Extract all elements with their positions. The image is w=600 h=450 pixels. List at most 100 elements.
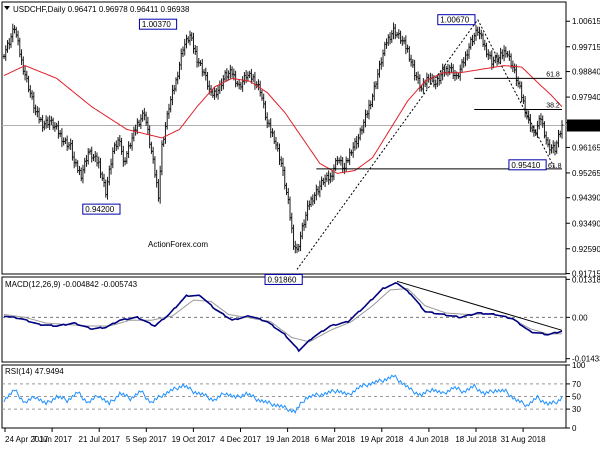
low-0-91860-label-box — [264, 273, 303, 285]
price-bar — [467, 43, 471, 60]
price-bar — [83, 157, 86, 174]
high-1-00370-label: 1.00370 — [142, 20, 171, 29]
rsi-y-tick-label: 100 — [572, 361, 586, 370]
price-bar — [320, 176, 323, 191]
price-bar — [216, 85, 220, 100]
price-bar — [225, 68, 229, 82]
price-bar — [192, 32, 195, 54]
price-bar — [545, 131, 548, 145]
macd-title: MACD(12,26,9) -0.004842 -0.005743 — [5, 280, 138, 289]
price-y-tick-label: 0.96165 — [572, 143, 600, 152]
price-bar — [415, 71, 418, 81]
high-1-00670-label: 1.00670 — [440, 16, 469, 25]
fib-618-upper-label: 61.8 — [546, 71, 560, 78]
price-bar — [80, 167, 83, 182]
price-bar — [132, 126, 136, 142]
price-bar — [485, 42, 488, 58]
price-bar — [418, 74, 422, 92]
price-bar — [30, 90, 34, 100]
price-bar — [195, 45, 199, 68]
price-bar — [502, 45, 506, 62]
price-bar — [8, 38, 11, 50]
price-y-tick-label: 0.95265 — [572, 169, 600, 178]
price-bar — [187, 36, 190, 44]
price-bar — [422, 78, 425, 94]
price-bar — [99, 157, 102, 179]
price-bar — [508, 50, 511, 61]
price-bar — [341, 157, 344, 172]
price-bar — [394, 24, 397, 40]
price-bar — [388, 32, 392, 45]
price-bar — [115, 140, 118, 151]
price-bar — [506, 51, 509, 58]
price-bar — [390, 30, 393, 43]
price-bars — [2, 22, 564, 254]
price-bar — [299, 231, 302, 252]
price-bar — [9, 33, 13, 48]
price-bar — [150, 141, 153, 154]
price-bar — [474, 25, 478, 41]
price-y-tick-label: 0.98840 — [572, 68, 600, 77]
price-bar — [162, 136, 165, 147]
price-bar — [501, 49, 504, 60]
price-bar — [392, 22, 395, 40]
price-bar — [515, 64, 518, 87]
price-bar — [108, 165, 111, 186]
price-panel-frame — [1, 1, 567, 275]
price-bar — [204, 67, 207, 81]
price-bar — [101, 171, 104, 181]
price-bar — [111, 147, 114, 169]
price-bar — [48, 115, 51, 130]
price-bar — [102, 173, 106, 188]
price-bar — [329, 172, 332, 184]
price-bar — [44, 115, 48, 129]
price-bar — [218, 80, 222, 94]
price-bar — [41, 114, 44, 132]
low-0-94200-label-box — [82, 203, 121, 215]
price-bar — [290, 212, 293, 234]
price-bar — [148, 125, 151, 149]
price-bar — [180, 48, 183, 70]
price-bar — [116, 136, 120, 150]
x-axis-tick-label: 21 Jul 2017 — [79, 435, 121, 444]
price-bar — [194, 45, 197, 55]
price-bar — [29, 85, 32, 98]
rsi-y-tick-label: 70 — [572, 380, 581, 389]
price-bar — [378, 60, 381, 78]
price-bar — [229, 64, 232, 79]
price-bar — [552, 140, 555, 154]
price-bar — [248, 70, 251, 79]
x-axis-tick-label: 4 Jun 2018 — [409, 435, 449, 444]
price-bar — [557, 129, 560, 148]
price-bar — [480, 29, 483, 40]
price-bar — [243, 71, 246, 85]
price-bar — [413, 59, 416, 81]
price-bar — [72, 151, 76, 169]
price-bar — [269, 118, 272, 138]
price-bar — [130, 132, 134, 151]
low-0-94200-label: 0.94200 — [85, 205, 114, 214]
price-bar — [399, 30, 402, 44]
price-bar — [404, 35, 408, 55]
price-bar — [211, 89, 215, 98]
price-bar — [25, 70, 29, 83]
level-0-95410-label: 0.95410 — [511, 161, 540, 170]
price-bar — [443, 65, 446, 77]
price-bar — [276, 141, 279, 152]
price-bar — [520, 81, 523, 103]
price-bar — [348, 148, 351, 166]
x-axis-tick-label: 19 Jan 2018 — [266, 435, 311, 444]
price-bar — [139, 114, 143, 129]
price-bar — [288, 196, 292, 221]
price-bar — [471, 34, 474, 47]
price-bar — [274, 136, 278, 150]
price-bar — [143, 108, 146, 121]
price-bar — [201, 58, 204, 77]
price-bar — [513, 63, 516, 74]
price-bar — [469, 36, 472, 50]
price-bar — [297, 244, 300, 252]
high-1-00670-label-box — [437, 14, 476, 26]
price-bar — [220, 78, 223, 91]
price-bar — [464, 51, 467, 67]
